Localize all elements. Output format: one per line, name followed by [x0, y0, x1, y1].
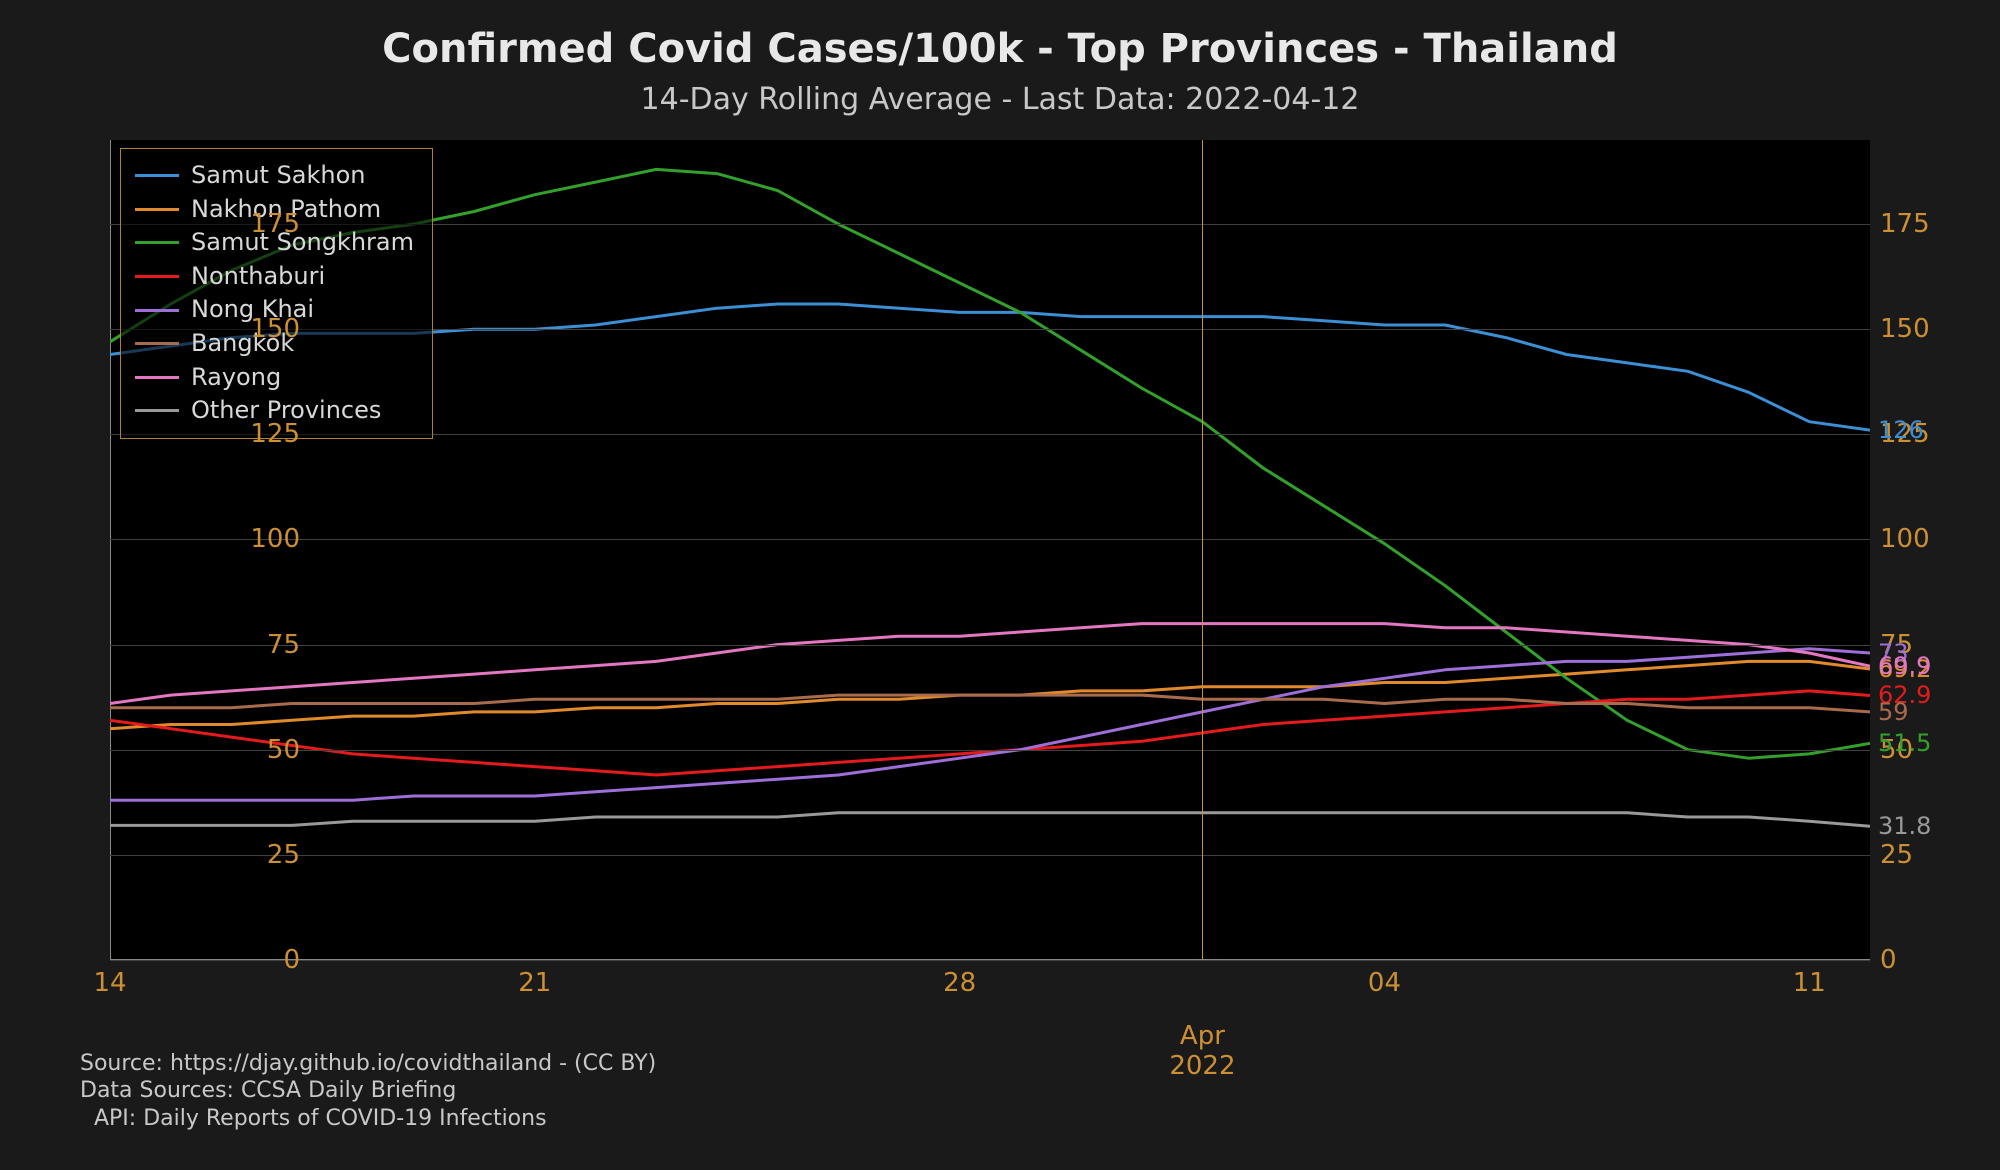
series-end-label: 59 [1878, 698, 1909, 726]
legend-label: Nonthaburi [191, 260, 325, 294]
chart-title: Confirmed Covid Cases/100k - Top Provinc… [20, 26, 1980, 72]
month-marker-line [1202, 140, 1203, 960]
year-text: 2022 [1169, 1051, 1235, 1081]
x-tick: 04 [1368, 968, 1401, 998]
gridline [110, 960, 1870, 961]
y-tick-right: 25 [1880, 840, 1913, 870]
credit-line-2: Data Sources: CCSA Daily Briefing [80, 1077, 656, 1105]
x-tick: 14 [93, 968, 126, 998]
legend-item: Nonthaburi [135, 260, 414, 294]
credit-line-1: Source: https://djay.github.io/covidthai… [80, 1050, 656, 1078]
y-tick-left: 0 [220, 945, 300, 975]
x-tick: 21 [518, 968, 551, 998]
y-tick-left: 175 [220, 209, 300, 239]
series-end-label: 69.9 [1878, 652, 1931, 680]
y-tick-left: 50 [220, 735, 300, 765]
series-line [110, 695, 1870, 712]
y-tick-right: 0 [1880, 945, 1897, 975]
legend-swatch [135, 208, 179, 211]
gridline [110, 750, 1870, 751]
gridline [110, 645, 1870, 646]
y-tick-left: 75 [220, 630, 300, 660]
y-tick-left: 150 [220, 314, 300, 344]
source-credits: Source: https://djay.github.io/covidthai… [80, 1050, 656, 1133]
gridline [110, 855, 1870, 856]
series-line [110, 624, 1870, 704]
legend-swatch [135, 376, 179, 379]
legend-label: Rayong [191, 361, 281, 395]
y-tick-left: 100 [220, 524, 300, 554]
chart-frame: Confirmed Covid Cases/100k - Top Provinc… [20, 20, 1980, 1150]
x-tick: 11 [1793, 968, 1826, 998]
legend-swatch [135, 309, 179, 312]
legend-swatch [135, 241, 179, 244]
series-line [110, 813, 1870, 827]
legend-swatch [135, 409, 179, 412]
y-tick-right: 150 [1880, 314, 1930, 344]
legend-swatch [135, 275, 179, 278]
legend-item: Samut Sakhon [135, 159, 414, 193]
legend-swatch [135, 174, 179, 177]
x-tick: 28 [943, 968, 976, 998]
legend-label: Samut Sakhon [191, 159, 366, 193]
legend-item: Rayong [135, 361, 414, 395]
y-tick-right: 100 [1880, 524, 1930, 554]
chart-subtitle: 14-Day Rolling Average - Last Data: 2022… [20, 82, 1980, 117]
gridline [110, 539, 1870, 540]
legend-swatch [135, 342, 179, 345]
series-end-label: 31.8 [1878, 812, 1931, 840]
x-axis-month-label: Apr 2022 [1169, 1022, 1235, 1082]
month-text: Apr [1180, 1021, 1225, 1051]
credit-line-3: API: Daily Reports of COVID-19 Infection… [80, 1105, 656, 1133]
y-tick-left: 125 [220, 419, 300, 449]
legend: Samut SakhonNakhon PathomSamut Songkhram… [120, 148, 433, 439]
y-tick-right: 175 [1880, 209, 1930, 239]
y-tick-left: 25 [220, 840, 300, 870]
series-end-label: 126 [1878, 416, 1924, 444]
series-end-label: 51.5 [1878, 729, 1931, 757]
